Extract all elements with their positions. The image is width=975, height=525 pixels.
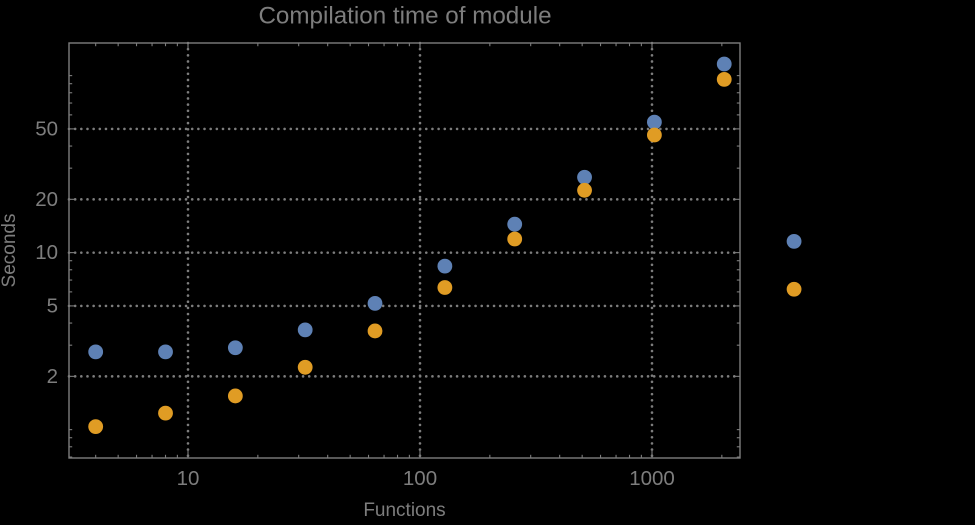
svg-text:5: 5 — [47, 294, 58, 317]
svg-text:50: 50 — [35, 117, 58, 140]
svg-text:Compilation time of module: Compilation time of module — [258, 2, 551, 29]
svg-text:20: 20 — [35, 188, 58, 211]
svg-text:10: 10 — [35, 241, 58, 264]
svg-text:2: 2 — [47, 365, 58, 388]
svg-text:100: 100 — [403, 467, 437, 490]
svg-text:Functions: Functions — [363, 500, 445, 521]
svg-text:1000: 1000 — [629, 467, 675, 490]
svg-text:Seconds: Seconds — [0, 214, 20, 288]
svg-text:10: 10 — [177, 467, 200, 490]
